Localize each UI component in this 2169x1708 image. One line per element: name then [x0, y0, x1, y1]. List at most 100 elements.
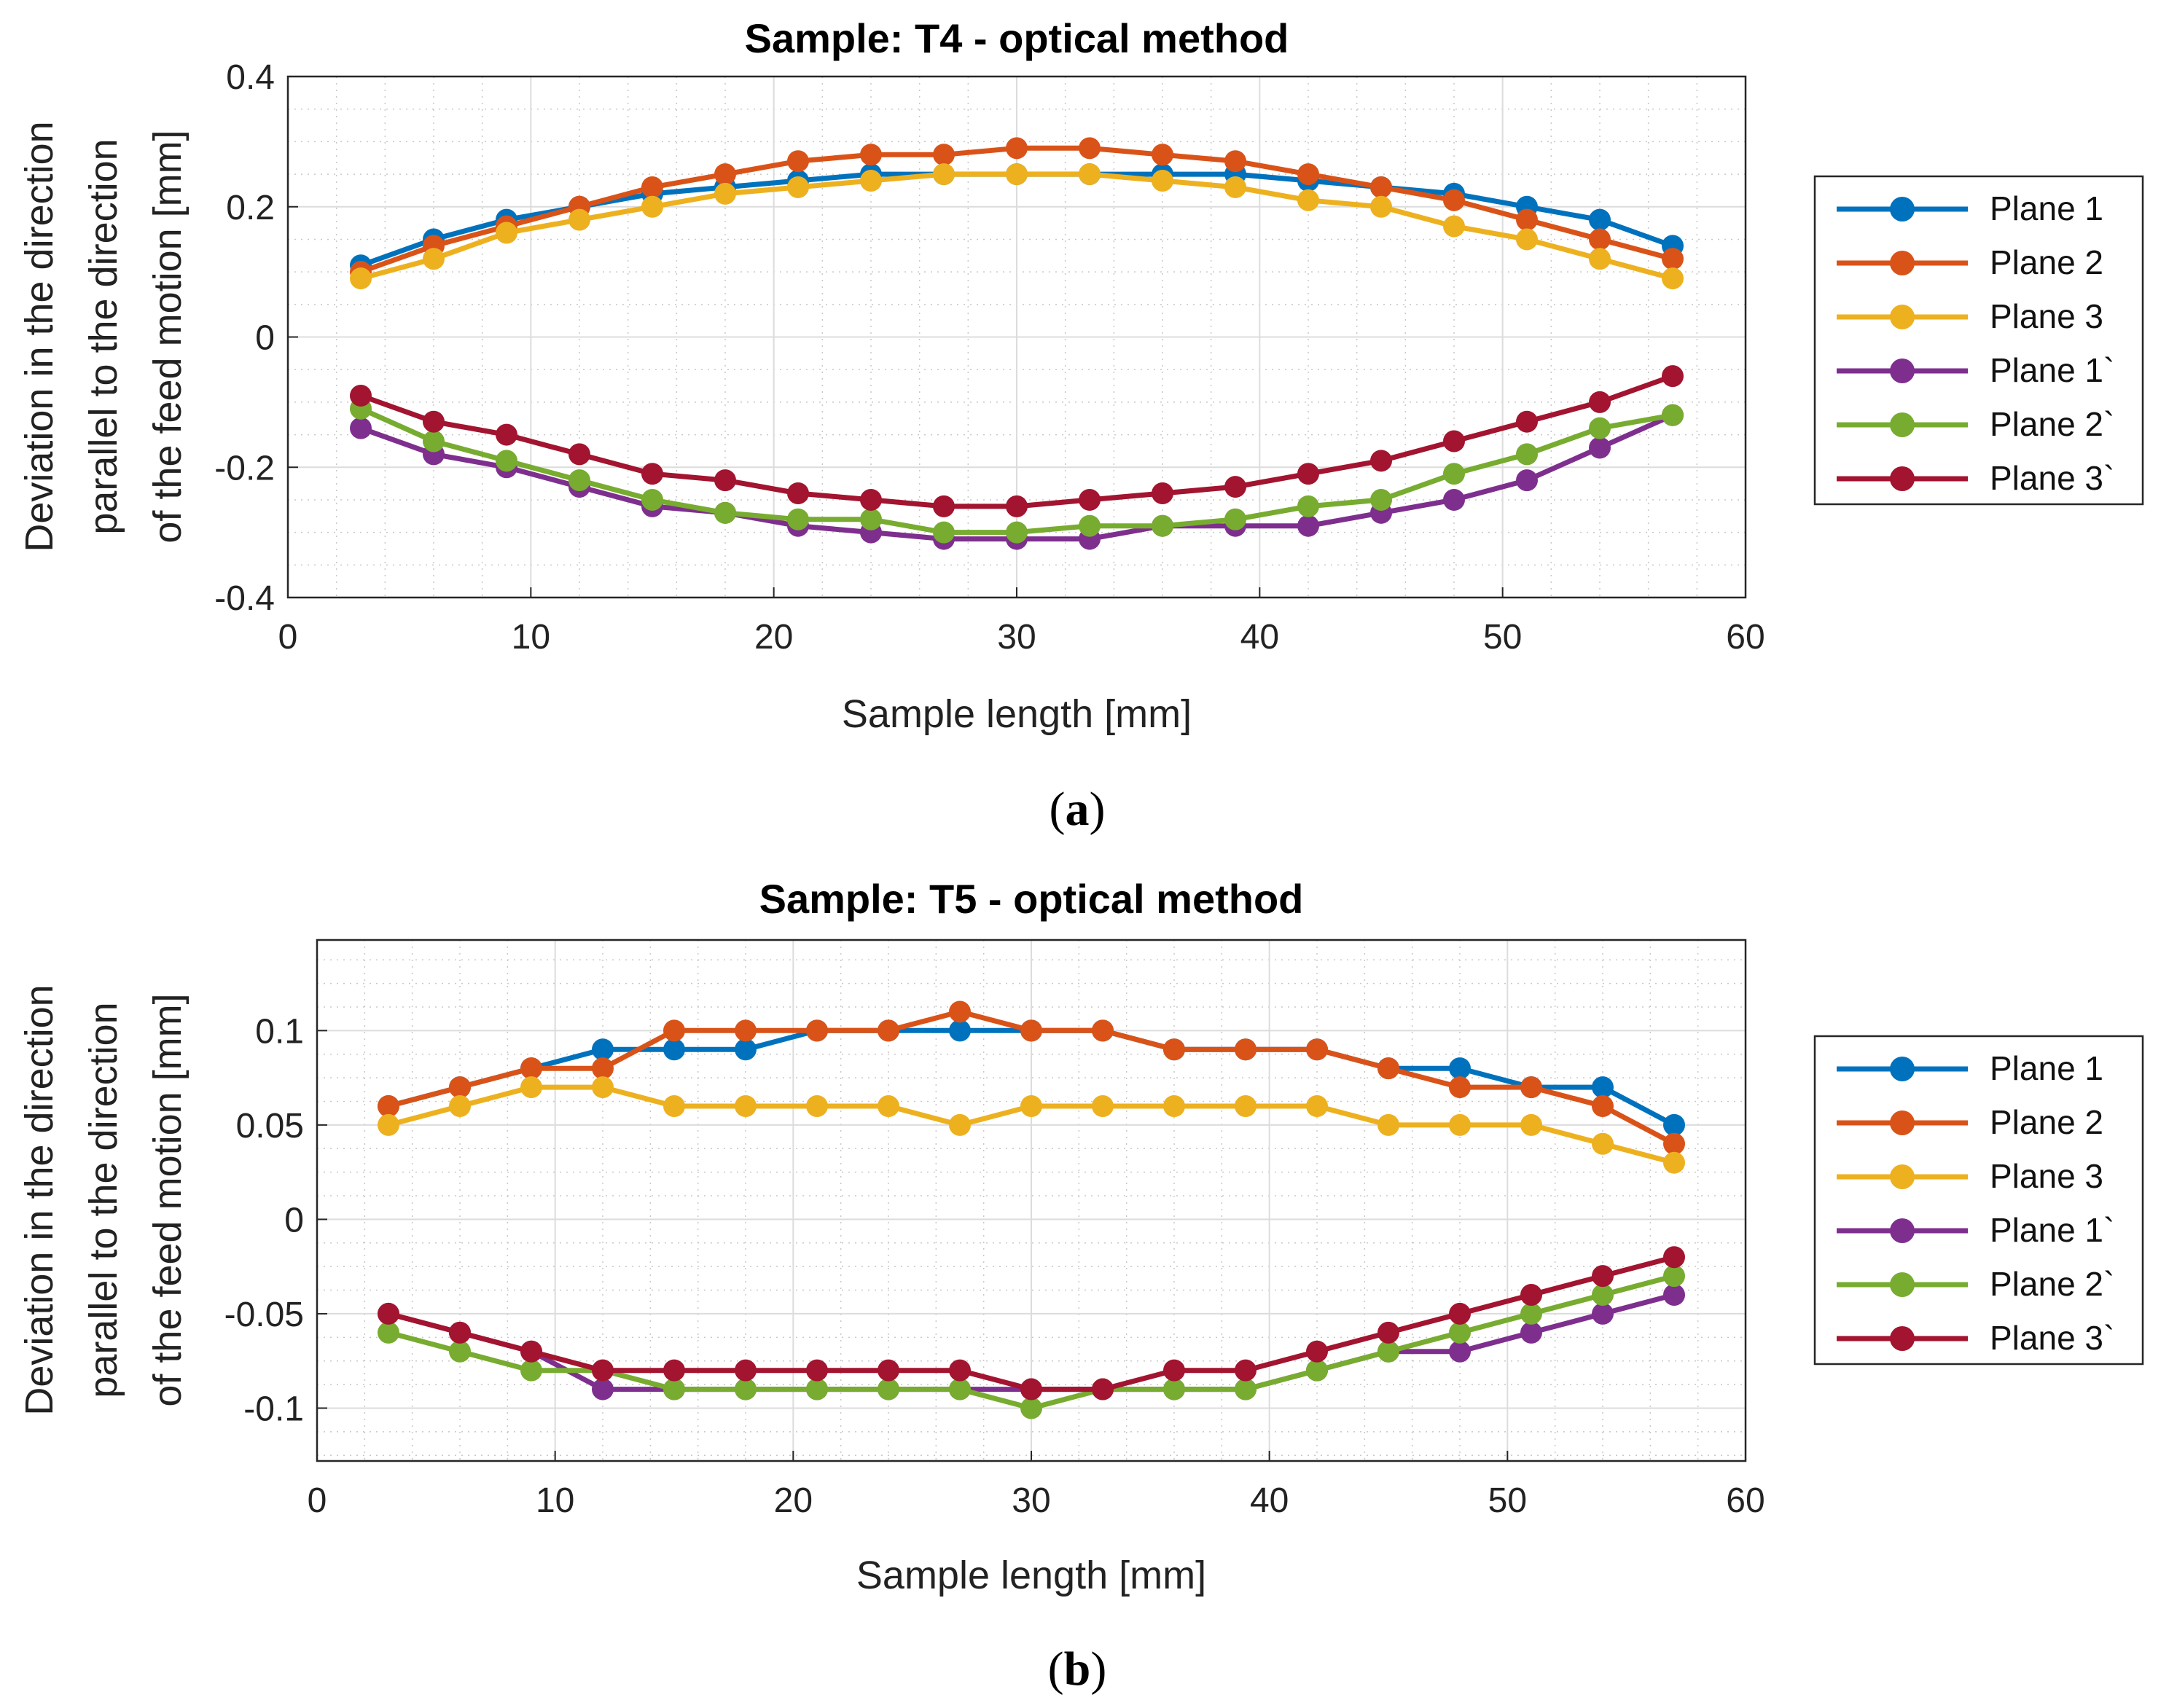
data-point — [496, 450, 517, 472]
x-tick-label: 0 — [308, 1481, 327, 1520]
data-point — [1449, 1113, 1471, 1136]
data-point — [1449, 1076, 1471, 1099]
data-point — [933, 163, 955, 186]
data-point — [1163, 1378, 1185, 1401]
data-point — [449, 1321, 471, 1344]
data-point — [1370, 488, 1392, 511]
data-point — [520, 1359, 542, 1382]
y-tick-label: 0.2 — [226, 189, 275, 227]
series-6 — [378, 1246, 1685, 1401]
y-axis-label-line: Deviation in the direction — [17, 121, 61, 552]
data-point — [860, 488, 882, 511]
data-point — [1592, 1076, 1614, 1099]
data-point — [663, 1378, 685, 1401]
data-point — [592, 1057, 614, 1080]
y-axis-label-line: parallel to the direction — [82, 1002, 125, 1398]
data-point — [1020, 1397, 1042, 1419]
legend-label: Plane 2` — [1990, 1265, 2114, 1303]
data-point — [592, 1359, 614, 1382]
legend-label: Plane 3` — [1990, 459, 2114, 497]
data-point — [423, 248, 445, 270]
legend-marker — [1890, 359, 1915, 383]
data-point — [1662, 267, 1684, 290]
data-point — [520, 1340, 542, 1363]
data-point — [592, 1076, 614, 1099]
data-point — [1377, 1057, 1399, 1080]
legend-marker — [1890, 412, 1915, 437]
data-point — [1663, 1284, 1685, 1307]
x-tick-label: 20 — [774, 1481, 813, 1520]
data-point — [1592, 1302, 1614, 1325]
data-point — [1516, 208, 1538, 231]
data-point — [1297, 495, 1319, 517]
data-point — [787, 150, 809, 173]
chart-panel-b: Sample: T5 - optical method -0.1 -0.05 0… — [17, 876, 2144, 1696]
data-point — [378, 1302, 399, 1325]
data-point — [1516, 228, 1538, 251]
data-point — [1306, 1038, 1328, 1061]
data-point — [1443, 215, 1465, 238]
legend: Plane 1 Plane 2 Plane 3 Plane 1` Plane 2… — [1813, 1035, 2144, 1366]
data-point — [1370, 176, 1392, 198]
legend-label: Plane 1` — [1990, 1211, 2114, 1249]
data-point — [1663, 1246, 1685, 1269]
data-point — [1224, 476, 1246, 498]
series-5 — [350, 397, 1684, 544]
data-point — [1449, 1321, 1471, 1344]
legend-marker — [1890, 1057, 1915, 1081]
data-point — [1516, 443, 1538, 466]
data-point — [1235, 1359, 1257, 1382]
data-point — [1079, 137, 1101, 160]
data-point — [1589, 248, 1611, 270]
data-point — [423, 430, 445, 453]
data-point — [1079, 163, 1101, 186]
legend-marker — [1890, 1326, 1915, 1351]
data-point — [933, 144, 955, 166]
legend-box — [1813, 1035, 2144, 1366]
panel-caption: (b) — [1048, 1642, 1107, 1696]
data-point — [1377, 1321, 1399, 1344]
data-point — [496, 222, 517, 244]
data-point — [714, 501, 736, 524]
y-axis-label-line: Deviation in the direction — [17, 984, 61, 1415]
data-point — [1662, 404, 1684, 426]
data-point — [568, 208, 590, 231]
data-point — [1589, 436, 1611, 459]
data-point — [860, 144, 882, 166]
data-point — [1297, 463, 1319, 485]
y-axis-label: Deviation in the direction parallel to t… — [17, 121, 189, 552]
data-point — [1449, 1340, 1471, 1363]
data-point — [949, 1000, 971, 1023]
data-point — [735, 1038, 757, 1061]
data-point — [1006, 163, 1028, 186]
data-point — [1020, 1094, 1042, 1117]
data-point — [1592, 1132, 1614, 1155]
data-point — [714, 182, 736, 205]
data-point — [378, 1113, 399, 1136]
data-point — [735, 1359, 757, 1382]
chart-title: Sample: T5 - optical method — [759, 876, 1304, 922]
x-axis-label: Sample length [mm] — [856, 1554, 1206, 1597]
y-tick-label: 0.1 — [255, 1012, 304, 1051]
y-axis-label: Deviation in the direction parallel to t… — [17, 984, 189, 1415]
data-point — [949, 1019, 971, 1042]
caption-close: ) — [1090, 1642, 1106, 1696]
data-point — [663, 1094, 685, 1117]
data-point — [1663, 1113, 1685, 1136]
data-point — [663, 1038, 685, 1061]
data-point — [1224, 508, 1246, 530]
legend-label: Plane 1 — [1990, 189, 2103, 227]
data-point — [787, 176, 809, 198]
legend-label: Plane 1 — [1990, 1049, 2103, 1087]
chart-panel-a: Sample: T4 - optical method -0.4 -0.2 0 … — [17, 15, 2144, 836]
legend-label: Plane 3 — [1990, 1157, 2103, 1195]
data-point — [933, 521, 955, 544]
legend-marker — [1890, 251, 1915, 275]
data-point — [496, 423, 517, 446]
data-point — [1520, 1076, 1542, 1099]
data-point — [806, 1359, 828, 1382]
data-point — [1662, 248, 1684, 270]
data-point — [449, 1340, 471, 1363]
data-point — [1663, 1265, 1685, 1288]
data-point — [641, 176, 663, 198]
